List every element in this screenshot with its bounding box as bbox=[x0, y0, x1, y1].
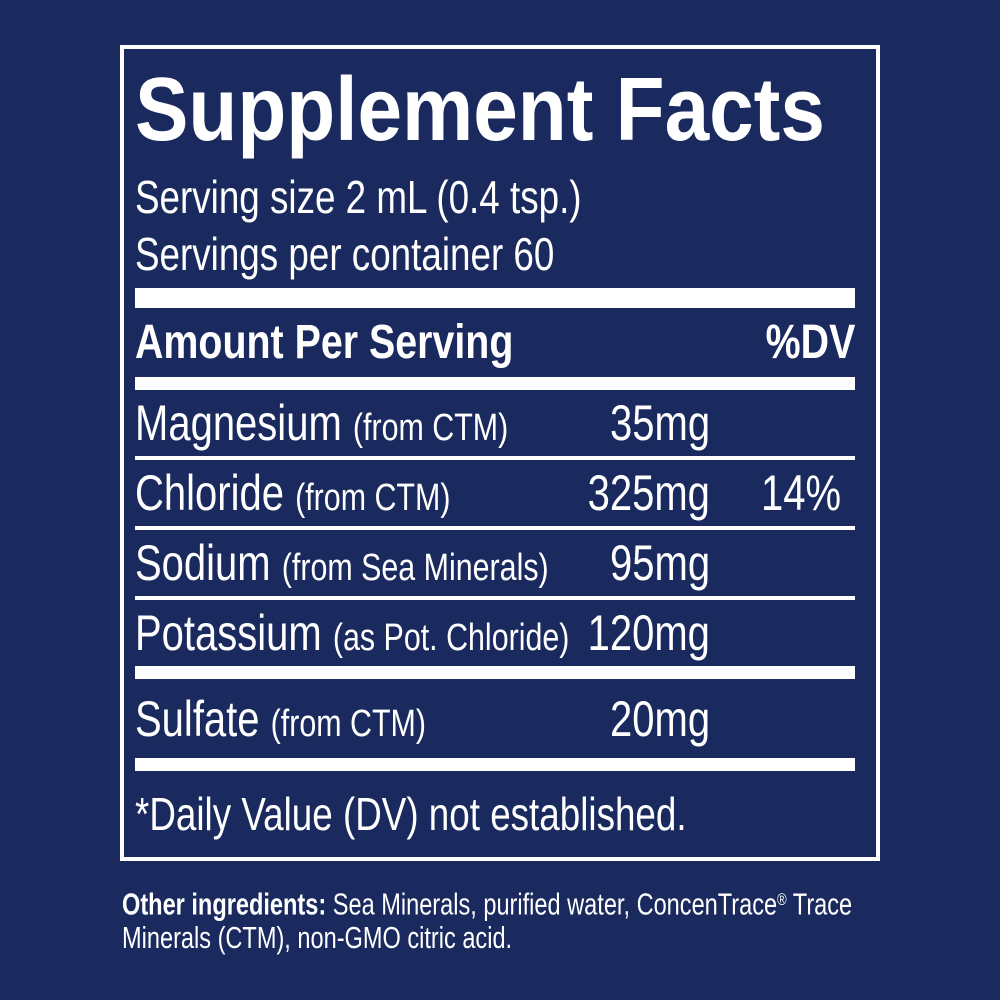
nutrient-name: Sodium bbox=[135, 535, 271, 591]
nutrient-name: Magnesium bbox=[135, 395, 342, 451]
nutrient-amount-cell: 95mg bbox=[540, 534, 710, 592]
page-background: { "colors": { "background": "#1a2a5e", "… bbox=[0, 0, 1000, 1000]
panel-title-text: Supplement Facts bbox=[135, 65, 825, 155]
nutrient-amount: 35mg bbox=[610, 394, 710, 452]
nutrient-name: Sulfate bbox=[135, 691, 260, 747]
nutrient-dv: 14% bbox=[761, 464, 841, 522]
nutrient-dv-cell: 14% bbox=[710, 464, 855, 522]
nutrient-source: (from CTM) bbox=[271, 703, 426, 745]
amount-per-serving-header: Amount Per Serving bbox=[135, 315, 513, 370]
percent-dv-header: %DV bbox=[765, 315, 855, 370]
separator-bar-medium bbox=[135, 377, 855, 390]
nutrient-name-cell: Potassium (as Pot. Chloride) bbox=[135, 604, 540, 662]
nutrient-source: (as Pot. Chloride) bbox=[333, 617, 570, 659]
servings-per-container: Servings per container 60 bbox=[135, 226, 855, 283]
nutrient-amount-cell: 35mg bbox=[540, 394, 710, 452]
nutrient-name-cell: Sulfate (from CTM) bbox=[135, 690, 540, 748]
nutrient-dv-cell bbox=[710, 394, 855, 452]
other-ingredients-line2: Minerals (CTM), non-GMO citric acid. bbox=[122, 921, 512, 955]
serving-size: Serving size 2 mL (0.4 tsp.) bbox=[135, 169, 855, 226]
separator-bar-medium bbox=[135, 758, 855, 771]
nutrient-dv-cell bbox=[710, 690, 855, 748]
nutrient-name: Chloride bbox=[135, 465, 284, 521]
nutrient-amount: 325mg bbox=[588, 464, 710, 522]
nutrient-dv-cell bbox=[710, 534, 855, 592]
supplement-facts-panel: Supplement Facts Serving size 2 mL (0.4 … bbox=[120, 45, 880, 861]
other-ingredients-label: Other ingredients: bbox=[122, 886, 326, 921]
nutrient-source: (from Sea Minerals) bbox=[282, 547, 549, 589]
nutrient-name: Potassium bbox=[135, 605, 322, 661]
panel-title: Supplement Facts bbox=[135, 65, 855, 155]
other-ingredients-line1-end: Trace bbox=[787, 886, 852, 921]
nutrient-row-sulfate: Sulfate (from CTM) 20mg bbox=[135, 679, 855, 758]
registered-trademark-symbol: ® bbox=[777, 890, 787, 909]
nutrient-amount: 120mg bbox=[588, 604, 710, 662]
separator-bar-medium bbox=[135, 666, 855, 679]
nutrient-name-cell: Chloride (from CTM) bbox=[135, 464, 540, 522]
nutrient-amount-cell: 325mg bbox=[540, 464, 710, 522]
nutrient-row-chloride: Chloride (from CTM) 325mg 14% bbox=[135, 460, 855, 526]
table-header-row: Amount Per Serving %DV bbox=[135, 311, 855, 373]
other-ingredients-line1: Sea Minerals, purified water, ConcenTrac… bbox=[326, 886, 777, 921]
nutrient-amount: 20mg bbox=[610, 690, 710, 748]
daily-value-footnote: *Daily Value (DV) not established. bbox=[135, 771, 855, 857]
nutrient-name-cell: Sodium (from Sea Minerals) bbox=[135, 534, 540, 592]
other-ingredients: Other ingredients: Sea Minerals, purifie… bbox=[122, 883, 982, 955]
nutrient-row-potassium: Potassium (as Pot. Chloride) 120mg bbox=[135, 600, 855, 666]
nutrient-row-sodium: Sodium (from Sea Minerals) 95mg bbox=[135, 530, 855, 596]
nutrient-row-magnesium: Magnesium (from CTM) 35mg bbox=[135, 390, 855, 456]
nutrient-amount-cell: 20mg bbox=[540, 690, 710, 748]
nutrient-name-cell: Magnesium (from CTM) bbox=[135, 394, 540, 452]
nutrient-dv-cell bbox=[710, 604, 855, 662]
nutrient-amount: 95mg bbox=[610, 534, 710, 592]
separator-bar-thick bbox=[135, 288, 855, 308]
nutrient-source: (from CTM) bbox=[295, 477, 450, 519]
nutrient-source: (from CTM) bbox=[353, 407, 508, 449]
